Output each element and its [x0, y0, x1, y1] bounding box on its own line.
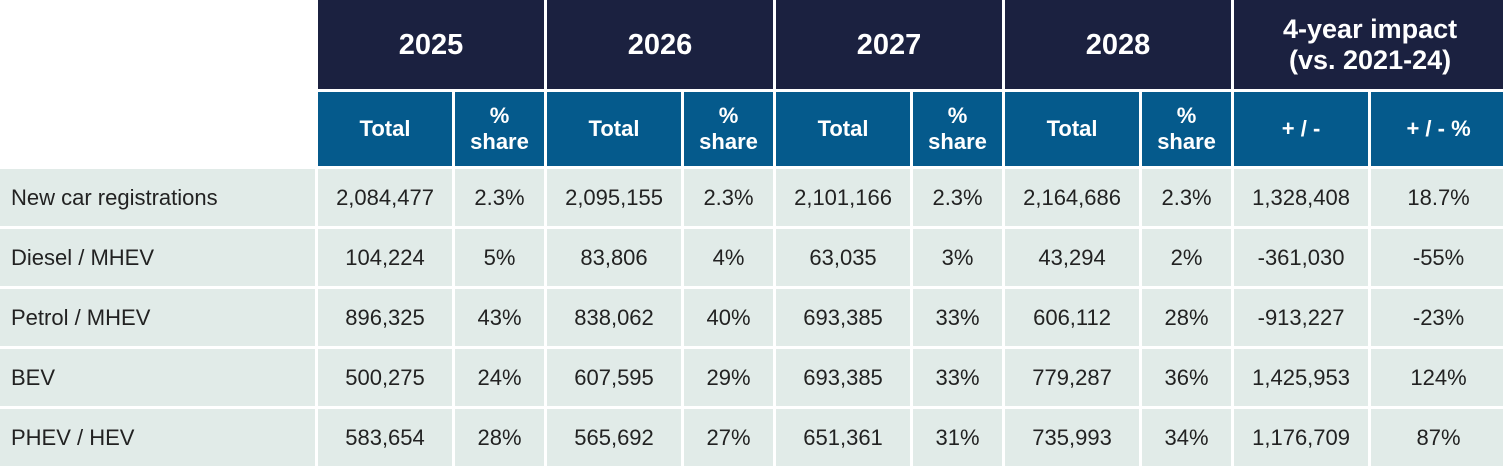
table-cell: 779,287 [1005, 349, 1140, 406]
row-label: Petrol / MHEV [0, 289, 315, 346]
table-cell: -55% [1371, 229, 1503, 286]
table-cell: 896,325 [318, 289, 452, 346]
table-cell: 2,084,477 [318, 169, 452, 226]
table-cell: 607,595 [547, 349, 682, 406]
table-cell: 2.3% [684, 169, 774, 226]
row-label: New car registrations [0, 169, 315, 226]
year-header-2025: 2025 [318, 0, 545, 89]
row-label: PHEV / HEV [0, 409, 315, 466]
table-cell: 2% [1142, 229, 1232, 286]
table-cell: 735,993 [1005, 409, 1140, 466]
table-cell: -361,030 [1234, 229, 1369, 286]
table-cell: 24% [455, 349, 545, 406]
table-cell: 29% [684, 349, 774, 406]
table-cell: 693,385 [776, 349, 911, 406]
table-cell: 83,806 [547, 229, 682, 286]
table-cell: 583,654 [318, 409, 452, 466]
subheader-total: Total [547, 92, 682, 166]
table-cell: 651,361 [776, 409, 911, 466]
table-cell: 2,095,155 [547, 169, 682, 226]
table-cell: 2.3% [1142, 169, 1232, 226]
year-header-2027: 2027 [776, 0, 1003, 89]
table-cell: 1,176,709 [1234, 409, 1369, 466]
table-cell: 838,062 [547, 289, 682, 346]
table-cell: 34% [1142, 409, 1232, 466]
subheader-row: Total % share Total % share Total % shar… [0, 92, 1503, 166]
subheader-share: % share [684, 92, 774, 166]
table-cell: 2,164,686 [1005, 169, 1140, 226]
year-header-2026: 2026 [547, 0, 774, 89]
table-cell: 2.3% [455, 169, 545, 226]
table-cell: 28% [455, 409, 545, 466]
subheader-share: % share [913, 92, 1003, 166]
table-cell: 27% [684, 409, 774, 466]
table-cell: 33% [913, 349, 1003, 406]
table-cell: 43,294 [1005, 229, 1140, 286]
table-row: New car registrations 2,084,477 2.3% 2,095,… [0, 169, 1503, 226]
subheader-total: Total [318, 92, 452, 166]
table-cell: 40% [684, 289, 774, 346]
year-header-2028: 2028 [1005, 0, 1232, 89]
corner-blank [0, 0, 315, 166]
table-cell: 124% [1371, 349, 1503, 406]
table-cell: 104,224 [318, 229, 452, 286]
table-cell: 18.7% [1371, 169, 1503, 226]
table-cell: 1,425,953 [1234, 349, 1369, 406]
table-row: Petrol / MHEV 896,325 43% 838,062 40% 693,385… [0, 289, 1503, 346]
table-cell: 565,692 [547, 409, 682, 466]
row-label: BEV [0, 349, 315, 406]
subheader-share: % share [1142, 92, 1232, 166]
year-header-row: 2025 2026 2027 2028 4-year impact (vs. 2… [0, 0, 1503, 166]
table-cell: 3% [913, 229, 1003, 286]
table-row: Diesel / MHEV 104,224 5% 83,806 4% 63,035 3% 43… [0, 229, 1503, 286]
table-cell: -23% [1371, 289, 1503, 346]
table-cell: 500,275 [318, 349, 452, 406]
table-cell: 36% [1142, 349, 1232, 406]
row-label: Diesel / MHEV [0, 229, 315, 286]
table-cell: 43% [455, 289, 545, 346]
subheader-share: % share [455, 92, 545, 166]
table-cell: -913,227 [1234, 289, 1369, 346]
table-cell: 606,112 [1005, 289, 1140, 346]
table-cell: 87% [1371, 409, 1503, 466]
table-row: BEV 500,275 24% 607,595 29% 693,385 33% 779,287… [0, 349, 1503, 406]
subheader-total: Total [1005, 92, 1140, 166]
table-cell: 2,101,166 [776, 169, 911, 226]
subheader-diff-pct: + / - % [1371, 92, 1503, 166]
table-row: PHEV / HEV 583,654 28% 565,692 27% 651,361 31%… [0, 409, 1503, 466]
table-cell: 2.3% [913, 169, 1003, 226]
table-cell: 4% [684, 229, 774, 286]
table-cell: 63,035 [776, 229, 911, 286]
table-cell: 1,328,408 [1234, 169, 1369, 226]
table-cell: 33% [913, 289, 1003, 346]
table-cell: 693,385 [776, 289, 911, 346]
subheader-diff: + / - [1234, 92, 1369, 166]
table-cell: 5% [455, 229, 545, 286]
table-cell: 28% [1142, 289, 1232, 346]
subheader-total: Total [776, 92, 911, 166]
impact-header: 4-year impact (vs. 2021-24) [1234, 0, 1503, 89]
table-cell: 31% [913, 409, 1003, 466]
